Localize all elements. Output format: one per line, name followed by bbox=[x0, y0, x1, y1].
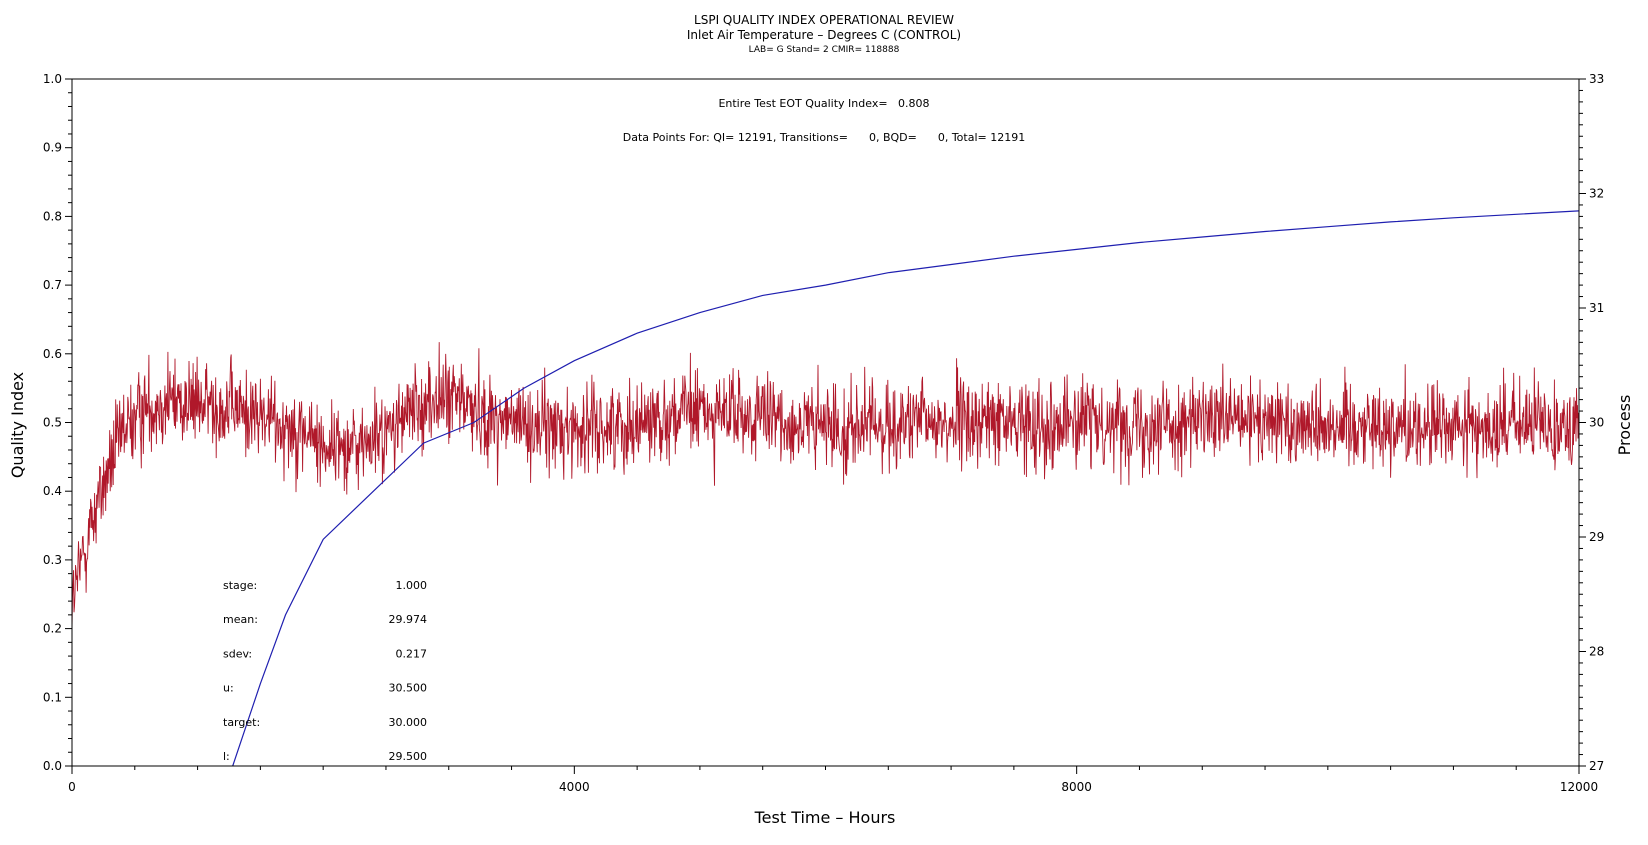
y-axis-label: Quality Index bbox=[8, 372, 27, 478]
x-axis-label: Test Time – Hours bbox=[754, 808, 896, 827]
stat-label: u: bbox=[223, 682, 234, 695]
y-tick-label: 0.7 bbox=[43, 278, 62, 292]
stat-value: 29.974 bbox=[389, 613, 428, 626]
y-tick-label: 0.6 bbox=[43, 347, 62, 361]
chart-subtitle: Inlet Air Temperature – Degrees C (CONTR… bbox=[687, 28, 961, 42]
stat-value: 30.000 bbox=[389, 716, 428, 729]
chart-data-layer bbox=[71, 210, 1580, 767]
x-tick-label: 12000 bbox=[1560, 780, 1598, 794]
stat-label: target: bbox=[223, 716, 260, 729]
chart-subsubtitle: LAB= G Stand= 2 CMIR= 118888 bbox=[749, 45, 900, 55]
x-tick-label: 4000 bbox=[559, 780, 590, 794]
y-tick-label: 0.1 bbox=[43, 690, 62, 704]
stat-label: stage: bbox=[223, 579, 257, 592]
stat-value: 30.500 bbox=[389, 682, 428, 695]
stat-label: sdev: bbox=[223, 647, 252, 660]
annotation-quality-index: Entire Test EOT Quality Index= 0.808 bbox=[718, 97, 929, 110]
annotation-data-points: Data Points For: QI= 12191, Transitions=… bbox=[623, 131, 1025, 144]
chart-text-layer: LSPI QUALITY INDEX OPERATIONAL REVIEW In… bbox=[8, 13, 1634, 827]
stat-value: 0.217 bbox=[396, 647, 428, 660]
y-tick-label: 0.9 bbox=[43, 141, 62, 155]
series-0-line bbox=[71, 342, 1580, 630]
y2-tick-label: 28 bbox=[1589, 645, 1604, 659]
y-tick-label: 1.0 bbox=[43, 72, 62, 86]
y2-tick-label: 32 bbox=[1589, 187, 1604, 201]
chart-title: LSPI QUALITY INDEX OPERATIONAL REVIEW bbox=[694, 13, 954, 27]
stat-value: 1.000 bbox=[396, 579, 428, 592]
y2-tick-label: 31 bbox=[1589, 301, 1604, 315]
stat-label: l: bbox=[223, 750, 230, 763]
series-1-line bbox=[232, 210, 1580, 767]
y-tick-label: 0.0 bbox=[43, 759, 62, 773]
x-tick-label: 8000 bbox=[1061, 780, 1092, 794]
chart-axes-layer: 0.0 0.1 0.2 0.3 0.4 0.5 0.6 0.7 0.8 0.9 1.0 27 28 29 3… bbox=[43, 72, 1604, 794]
y-tick-label: 0.5 bbox=[43, 416, 62, 430]
y2-tick-label: 30 bbox=[1589, 416, 1604, 430]
stat-value: 29.500 bbox=[389, 750, 428, 763]
y-tick-label: 0.3 bbox=[43, 553, 62, 567]
stats-panel: stage: 1.000 mean: 29.974 sdev: 0.217 u: 30.500… bbox=[223, 579, 427, 763]
y2-axis-label: Process bbox=[1615, 395, 1634, 456]
y-tick-label: 0.2 bbox=[43, 622, 62, 636]
x-tick-label: 0 bbox=[68, 780, 76, 794]
y2-tick-label: 27 bbox=[1589, 759, 1604, 773]
y2-tick-label: 33 bbox=[1589, 72, 1604, 86]
y2-tick-label: 29 bbox=[1589, 530, 1604, 544]
y-tick-label: 0.8 bbox=[43, 209, 62, 223]
y-tick-label: 0.4 bbox=[43, 484, 62, 498]
stat-label: mean: bbox=[223, 613, 258, 626]
